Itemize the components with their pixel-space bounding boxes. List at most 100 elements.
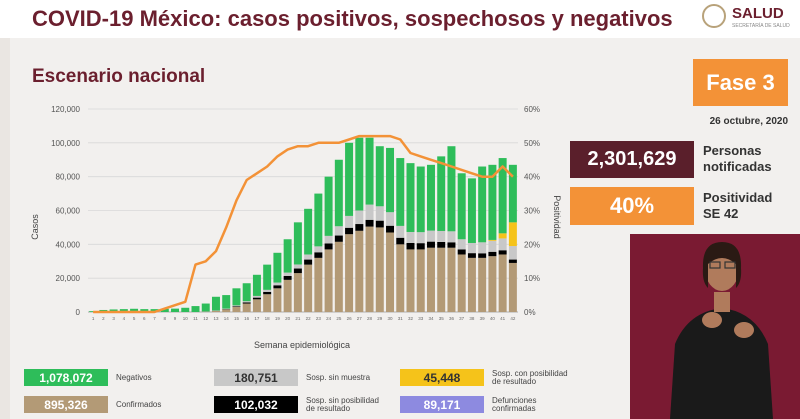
header-bar <box>0 0 800 38</box>
bar-segment <box>467 178 476 243</box>
x-tick-label: 17 <box>254 316 260 321</box>
bar-segment <box>263 289 272 292</box>
bar-segment <box>119 309 128 312</box>
x-tick-label: 18 <box>265 316 271 321</box>
interpreter-figure <box>670 242 773 419</box>
legend-label: Defunciones confirmadas <box>492 396 537 413</box>
bar-segment <box>426 247 435 312</box>
bar-segment <box>222 308 231 310</box>
x-tick-label: 40 <box>490 316 496 321</box>
positivity-label: Positividad SE 42 <box>703 190 773 221</box>
bar-segment <box>355 230 364 312</box>
bar-segment <box>273 285 282 289</box>
y2-tick-label: 30% <box>524 207 540 216</box>
bar-segment <box>283 279 292 312</box>
sign-language-interpreter <box>630 234 800 419</box>
bar-segment <box>314 252 323 258</box>
y-tick-label: 60,000 <box>56 207 81 216</box>
bar-segment <box>242 302 251 304</box>
y2-tick-label: 60% <box>524 105 540 114</box>
logo-text: SALUD <box>732 5 784 22</box>
bar-segment <box>375 206 384 221</box>
x-tick-label: 33 <box>418 316 424 321</box>
bar-segment <box>222 309 231 312</box>
y-axis-title: Casos <box>30 214 40 240</box>
bar-segment <box>293 268 302 274</box>
bar-segment <box>457 173 466 240</box>
bar-segment <box>508 262 517 312</box>
bar-segment <box>508 259 517 263</box>
report-date: 26 octubre, 2020 <box>709 116 788 127</box>
bar-segment <box>252 295 261 298</box>
bar-segment <box>201 303 210 312</box>
bar-segment <box>498 254 507 312</box>
notified-label: Personas notificadas <box>703 143 772 174</box>
bar-segment <box>488 256 497 312</box>
bar-segment <box>498 158 507 234</box>
bar-segment <box>416 249 425 312</box>
x-tick-label: 41 <box>500 316 506 321</box>
x-tick-label: 22 <box>306 316 312 321</box>
bar-segment <box>293 273 302 312</box>
bar-segment <box>140 309 149 312</box>
bar-segment <box>293 264 302 269</box>
y-tick-label: 120,000 <box>51 105 80 114</box>
bar-segment <box>324 249 333 312</box>
x-tick-label: 26 <box>347 316 353 321</box>
positivity-value: 40% <box>609 193 655 218</box>
bar-segment <box>283 272 292 276</box>
notified-count: 2,301,629 <box>587 148 677 170</box>
bar-segment <box>386 232 395 312</box>
section-subtitle: Escenario nacional <box>32 66 206 87</box>
y2-tick-label: 0% <box>524 308 536 317</box>
bar-segment <box>242 303 251 312</box>
bar-segment <box>304 259 313 265</box>
bar-segment <box>365 137 374 205</box>
legend-label: Confirmados <box>116 400 162 409</box>
bar-segment <box>109 309 118 312</box>
bar-segment <box>334 235 343 242</box>
bar-segment <box>160 308 169 312</box>
salud-logo: SALUD SECRETARÍA DE SALUD <box>702 2 798 32</box>
bar-segment <box>211 296 220 311</box>
bar-segment <box>355 210 364 225</box>
bar-segment <box>416 232 425 244</box>
x-tick-label: 4 <box>123 316 126 321</box>
x-tick-label: 24 <box>326 316 332 321</box>
x-tick-label: 30 <box>388 316 394 321</box>
x-tick-label: 34 <box>428 316 434 321</box>
chart-bars <box>89 137 517 312</box>
x-tick-label: 28 <box>367 316 373 321</box>
bar-segment <box>437 230 446 242</box>
decorative-pattern <box>0 38 10 419</box>
x-tick-label: 31 <box>398 316 404 321</box>
bar-segment <box>508 246 517 260</box>
bar-segment <box>498 233 507 239</box>
bar-segment <box>447 242 456 248</box>
bar-segment <box>293 222 302 265</box>
bar-segment <box>406 231 415 243</box>
y-tick-label: 40,000 <box>56 240 81 249</box>
bar-segment <box>396 244 405 312</box>
bar-segment <box>478 242 487 254</box>
bar-segment <box>508 164 517 223</box>
x-tick-label: 39 <box>480 316 486 321</box>
x-tick-label: 7 <box>153 316 156 321</box>
legend-value: 180,751 <box>214 369 298 386</box>
bar-segment <box>252 274 261 296</box>
bar-segment <box>252 297 261 300</box>
bar-segment <box>345 234 354 312</box>
bar-segment <box>447 231 456 243</box>
y-tick-label: 100,000 <box>51 139 80 148</box>
legend-value: 102,032 <box>214 396 298 413</box>
y2-tick-label: 50% <box>524 139 540 148</box>
bar-segment <box>334 226 343 236</box>
y-tick-label: 20,000 <box>56 274 81 283</box>
bar-segment <box>345 215 354 228</box>
bar-segment <box>314 193 323 247</box>
bar-segment <box>273 252 282 283</box>
x-tick-label: 23 <box>316 316 322 321</box>
bar-segment <box>488 240 497 252</box>
x-tick-label: 32 <box>408 316 414 321</box>
x-tick-label: 1 <box>92 316 95 321</box>
